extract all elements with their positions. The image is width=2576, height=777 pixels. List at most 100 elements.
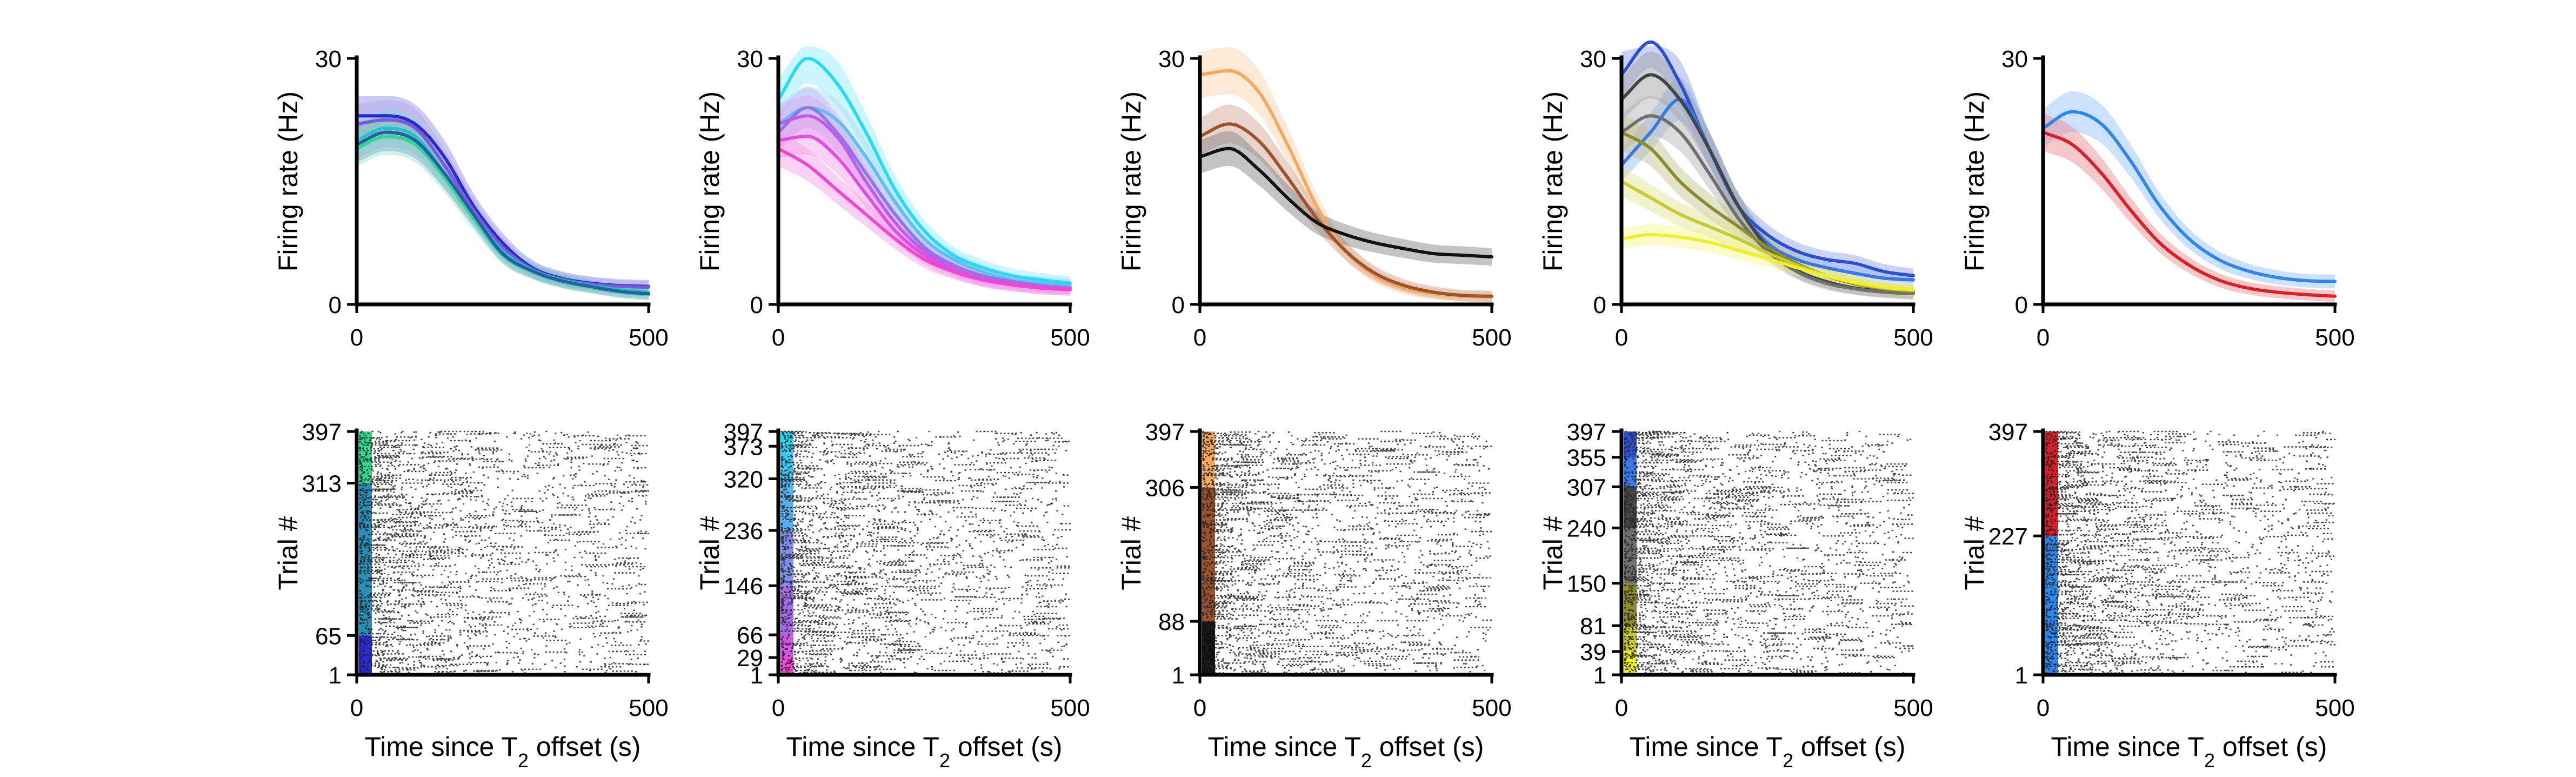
series-line [1620, 233, 1915, 291]
rate-4-panel: 0 30 0 500 Firing rate (Hz) [1538, 40, 1933, 351]
y-tick-label: 1 [2015, 662, 2028, 689]
y-tick-label: 236 [724, 518, 763, 544]
y-axis-label: Trial # [1116, 516, 1146, 590]
x-tick-label: 500 [1472, 695, 1511, 721]
raster-3-panel: 1 88 306 397 0 500 Trial # Time since T2 offset… [1116, 419, 1512, 772]
x-tick-label: 0 [350, 324, 363, 351]
x-axis-label: Time since T2 offset (s) [1208, 732, 1484, 772]
y-tick-label: 30 [315, 46, 342, 72]
x-tick-label: 0 [2037, 324, 2050, 351]
series-line [1620, 40, 1915, 277]
y-tick-label: 39 [1580, 639, 1606, 666]
error-band [1200, 104, 1492, 302]
spike-raster [1624, 430, 1914, 676]
y-tick-label: 1 [1172, 662, 1185, 689]
y-tick-label: 29 [737, 645, 763, 672]
y-tick-label: 397 [302, 419, 342, 446]
y-axis-label: Trial # [1538, 516, 1568, 590]
y-tick-label: 30 [1158, 46, 1185, 72]
y-tick-label: 306 [1145, 475, 1185, 501]
y-tick-label: 0 [329, 292, 342, 318]
x-tick-label: 0 [772, 324, 785, 351]
series-line [2041, 110, 2337, 283]
series-line [2041, 130, 2337, 298]
y-axis-label: Firing rate (Hz) [1959, 91, 1990, 271]
raster-1-panel: 1 65 313 397 0 500 Trial # Time since T2 offset… [273, 419, 669, 772]
x-tick-label: 0 [1615, 695, 1628, 721]
y-tick-label: 30 [2001, 46, 2028, 72]
error-band [1621, 167, 1913, 297]
y-tick-label: 397 [724, 419, 763, 446]
y-tick-label: 355 [1567, 445, 1606, 471]
series-line [777, 147, 1072, 291]
error-band [357, 118, 649, 301]
y-tick-label: 30 [737, 46, 763, 72]
x-tick-label: 500 [1472, 324, 1511, 351]
rate-1-panel: 0 30 0 500 Firing rate (Hz) [273, 46, 669, 351]
x-tick-label: 500 [2315, 695, 2354, 721]
x-tick-label: 0 [772, 695, 785, 721]
error-band [357, 100, 649, 294]
y-tick-label: 1 [329, 662, 342, 689]
series-line [777, 57, 1072, 285]
y-axis-label: Trial # [273, 516, 303, 590]
x-tick-label: 500 [1893, 324, 1933, 351]
x-tick-label: 0 [2037, 695, 2050, 721]
y-tick-label: 1 [1593, 662, 1606, 689]
error-band [1621, 46, 1913, 283]
series-line [355, 135, 650, 296]
error-band [778, 96, 1070, 295]
y-tick-label: 150 [1567, 571, 1606, 597]
y-tick-label: 81 [1580, 613, 1606, 640]
y-tick-label: 397 [1988, 419, 2028, 446]
y-tick-label: 1 [750, 662, 763, 689]
y-axis-label: Firing rate (Hz) [1538, 91, 1568, 271]
rate-3-panel: 0 30 0 500 Firing rate (Hz) [1116, 46, 1512, 351]
spike-raster [1202, 430, 1492, 676]
error-band [1200, 131, 1492, 266]
y-tick-label: 373 [724, 434, 763, 460]
y-tick-label: 0 [750, 292, 763, 318]
y-tick-label: 0 [1172, 292, 1185, 318]
spike-raster [359, 430, 649, 676]
x-tick-label: 0 [1193, 695, 1206, 721]
x-tick-label: 500 [1050, 695, 1090, 721]
y-axis-label: Trial # [1959, 516, 1990, 590]
series-line [1198, 122, 1493, 298]
x-tick-label: 0 [1615, 324, 1628, 351]
x-tick-label: 500 [2315, 324, 2354, 351]
error-band [1621, 78, 1913, 287]
error-band [1621, 96, 1913, 300]
x-tick-label: 500 [1050, 324, 1090, 351]
series-line [355, 130, 650, 296]
y-axis-label: Trial # [695, 516, 725, 590]
y-tick-label: 65 [315, 623, 342, 649]
y-tick-label: 397 [1145, 419, 1185, 446]
error-band [778, 118, 1070, 296]
rate-2-panel: 0 30 0 500 Firing rate (Hz) [695, 46, 1090, 351]
y-tick-label: 240 [1567, 515, 1606, 542]
error-band [778, 131, 1070, 296]
x-axis-label: Time since T2 offset (s) [365, 732, 641, 772]
x-tick-label: 500 [1893, 695, 1933, 721]
rate-5-panel: 0 30 0 500 Firing rate (Hz) [1959, 46, 2355, 351]
y-axis-label: Firing rate (Hz) [1116, 91, 1146, 271]
y-tick-label: 320 [724, 467, 763, 493]
series-line [355, 118, 650, 289]
error-band [1200, 47, 1492, 303]
raster-5-panel: 1 227 397 0 500 Trial # Time since T2 offset (… [1959, 419, 2355, 772]
x-tick-label: 0 [1193, 324, 1206, 351]
x-tick-label: 500 [629, 324, 668, 351]
y-tick-label: 0 [2015, 292, 2028, 318]
x-tick-label: 0 [350, 695, 363, 721]
y-tick-label: 313 [302, 470, 342, 497]
series-line [1198, 147, 1493, 258]
spike-raster [780, 430, 1071, 676]
y-tick-label: 0 [1593, 292, 1606, 318]
y-axis-label: Firing rate (Hz) [273, 91, 303, 271]
y-axis-label: Firing rate (Hz) [695, 91, 725, 271]
y-tick-label: 88 [1158, 609, 1185, 635]
